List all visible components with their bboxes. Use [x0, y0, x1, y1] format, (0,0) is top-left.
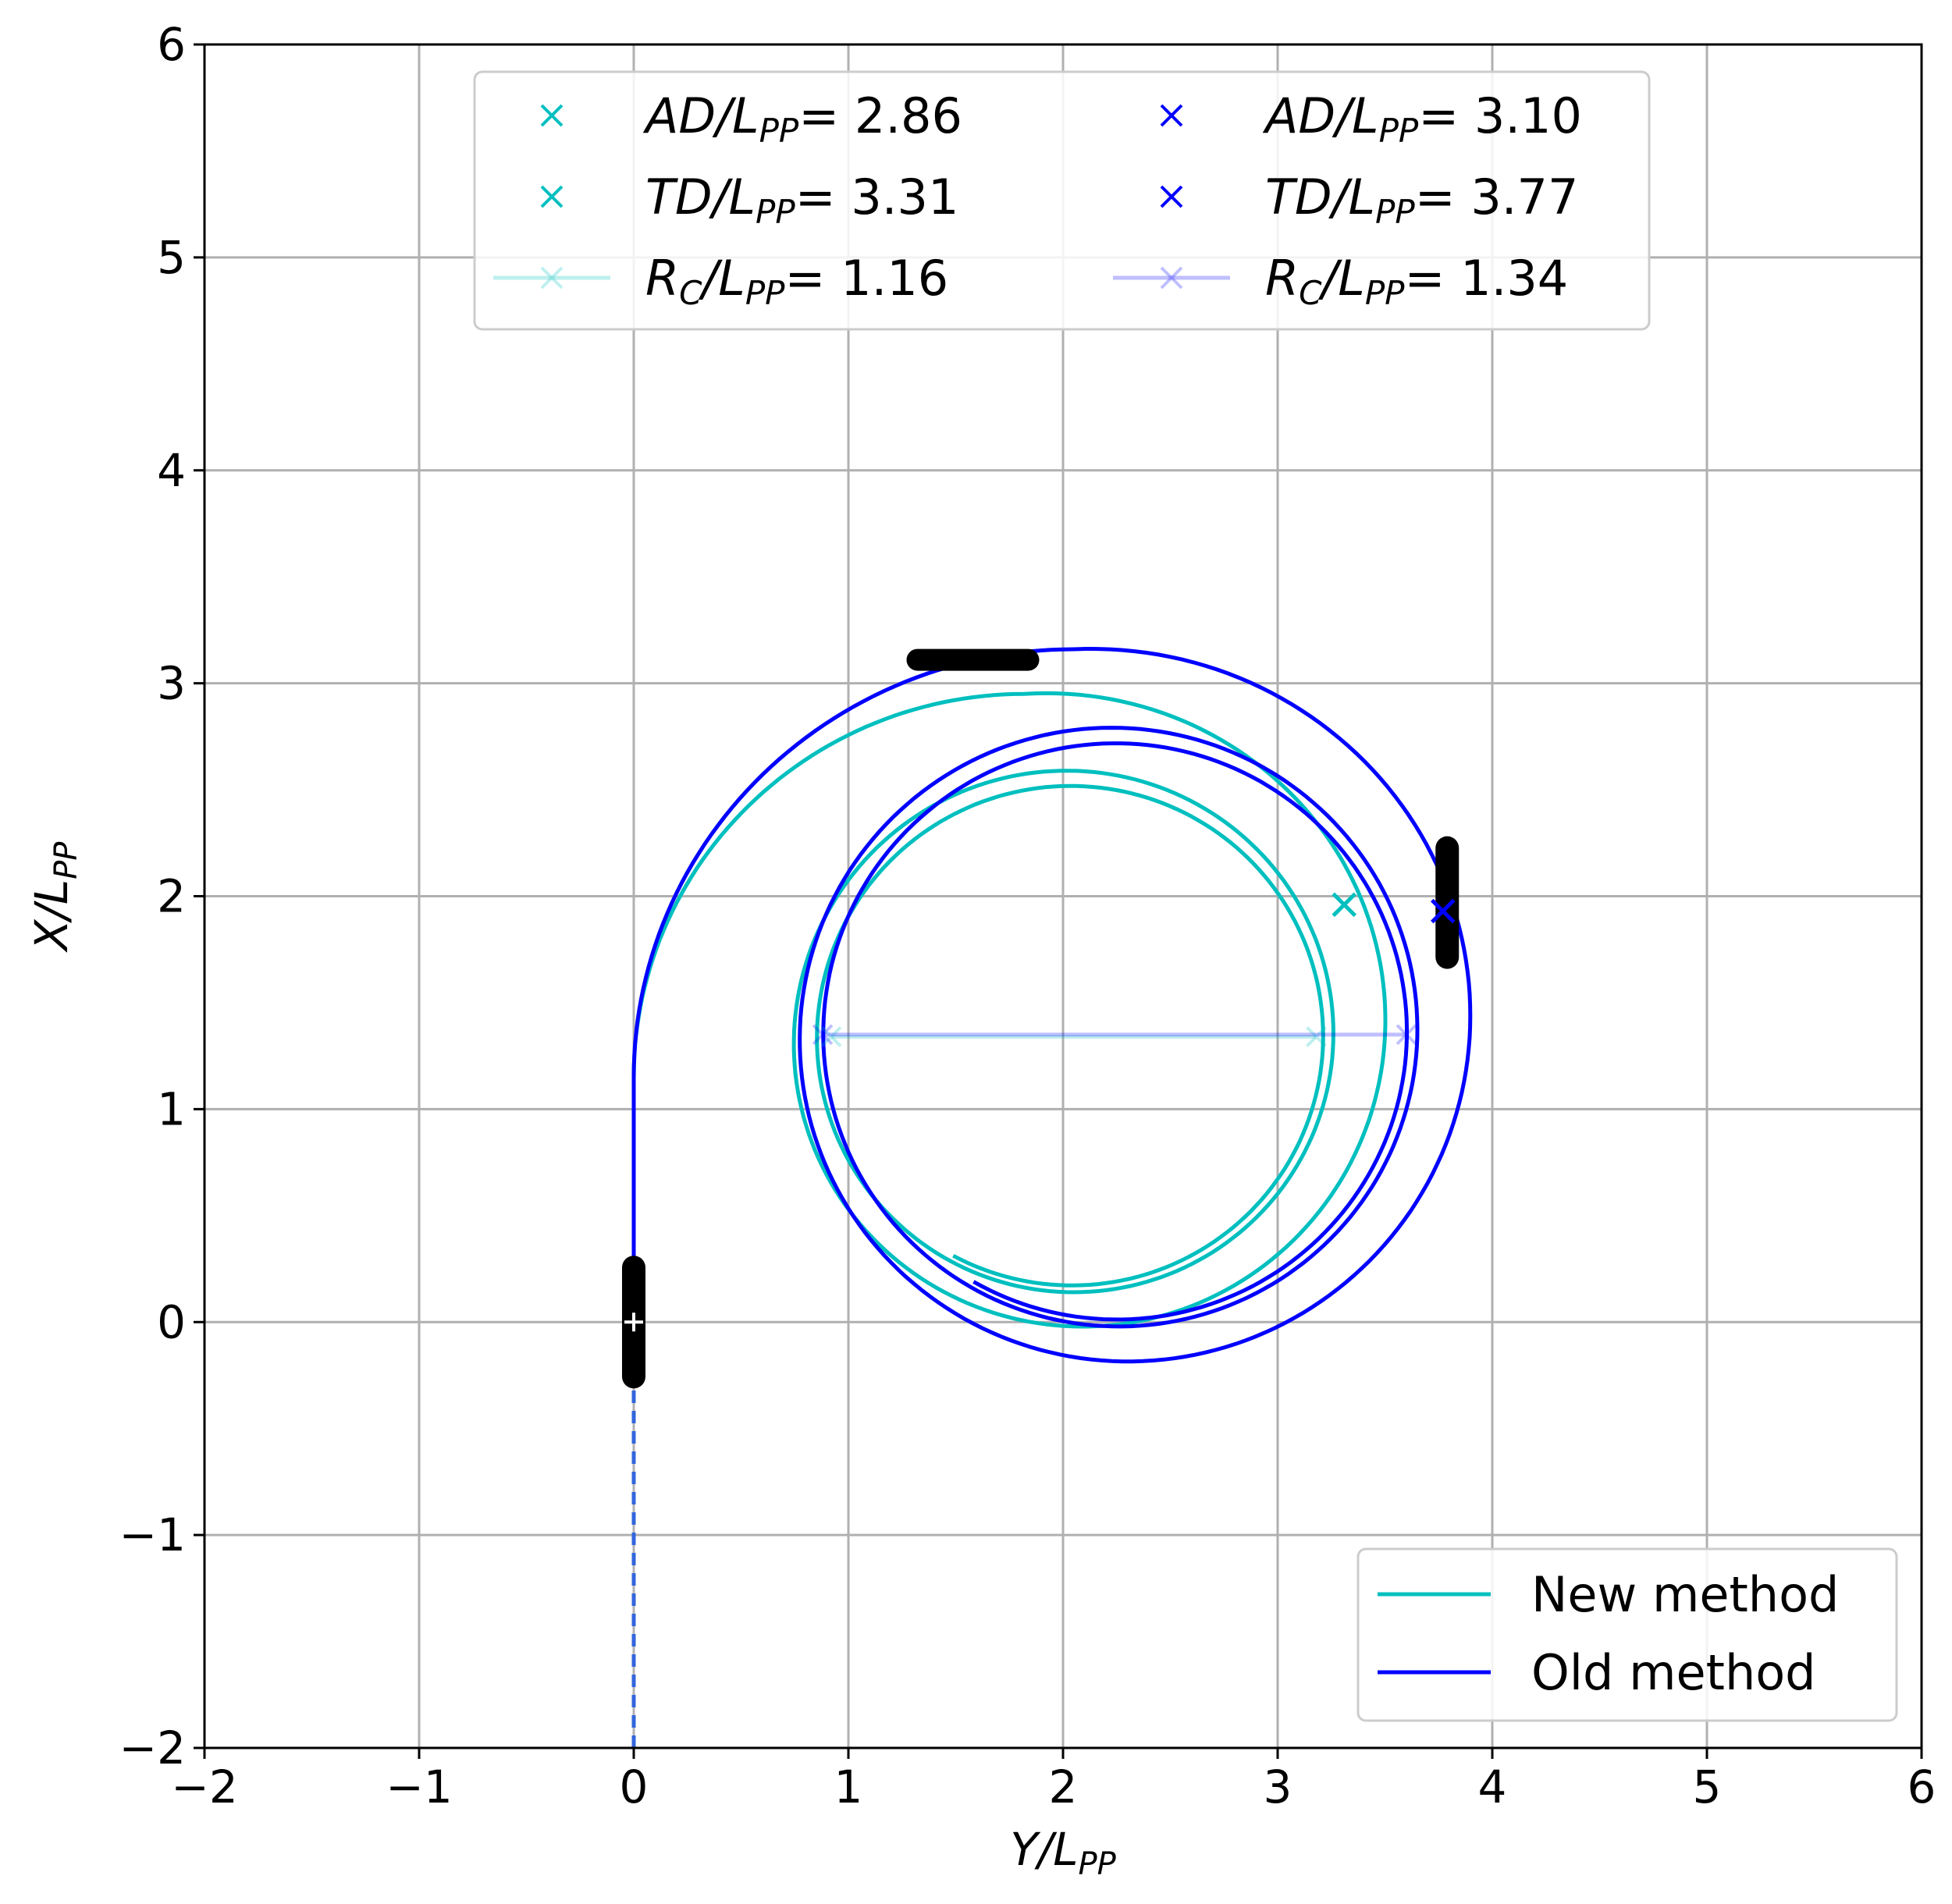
diameter-endpoint-marker: [1306, 1026, 1327, 1048]
y-tick-label: −2: [119, 1721, 187, 1774]
ship-silhouette: [906, 648, 1040, 671]
y-tick-label: 2: [157, 870, 186, 923]
x-tick-label: 5: [1693, 1760, 1722, 1813]
origin-marker: [624, 1313, 643, 1332]
legend-entry-label: RC/LPP= 1.16: [645, 250, 948, 312]
legend-marker: [1160, 185, 1183, 208]
y-tick-label: 3: [157, 657, 186, 710]
y-tick-label: 6: [157, 18, 186, 71]
marks-layer: [622, 648, 1460, 1389]
y-tick-label: 0: [157, 1295, 186, 1348]
diameter-endpoint-marker: [820, 1026, 842, 1048]
td-marker: [1332, 892, 1357, 918]
x-tick-label: 6: [1908, 1760, 1936, 1813]
x-axis-label: Y/LPP: [1010, 1823, 1116, 1882]
legend-top: AD/LPP= 2.86 TD/LPP= 3.31 RC/LPP= 1.16 AD/L…: [473, 70, 1651, 331]
axis-labels: Y/LPP X/LPP: [25, 841, 1117, 1882]
axis-ticks: −2 −1 0 1 2 3 4 5 6 −2 −1 0 1 2 3 4 5 6: [119, 18, 1936, 1813]
legend-entry-label: Old method: [1531, 1644, 1816, 1701]
legend-entry-label: AD/LPP= 3.10: [1262, 87, 1582, 150]
series-layer: [631, 646, 1473, 1748]
legend-marker: [540, 266, 564, 290]
x-tick-label: 0: [620, 1760, 649, 1813]
series-line-old-method: [631, 646, 1473, 1364]
legend-entry-label: New method: [1531, 1566, 1839, 1623]
x-tick-label: −2: [171, 1760, 238, 1813]
legend-entry-label: TD/LPP= 3.31: [645, 169, 958, 231]
legend-entry-label: TD/LPP= 3.77: [1265, 169, 1578, 231]
legend-entry-label: RC/LPP= 1.34: [1265, 250, 1568, 312]
y-tick-label: 5: [157, 231, 186, 284]
legend-top-box: [473, 70, 1651, 331]
legend-marker: [1160, 104, 1183, 127]
x-tick-label: 1: [834, 1760, 863, 1813]
series-line-new-method: [631, 691, 1388, 1329]
y-tick-label: 1: [157, 1082, 186, 1135]
legend-bottom-box: [1356, 1547, 1898, 1722]
y-tick-label: −1: [119, 1508, 187, 1561]
legend-bottom: New method Old method: [1356, 1547, 1898, 1722]
x-tick-label: 3: [1264, 1760, 1292, 1813]
x-tick-label: 2: [1049, 1760, 1078, 1813]
diameter-endpoint-marker: [812, 1024, 834, 1046]
legend-entry-label: AD/LPP= 2.86: [642, 87, 962, 150]
x-tick-label: 4: [1478, 1760, 1507, 1813]
y-axis-label: X/LPP: [25, 841, 84, 954]
legend-marker: [1160, 266, 1183, 290]
legend-marker: [540, 104, 564, 127]
ship-silhouette: [1435, 836, 1460, 969]
y-tick-label: 4: [157, 444, 186, 497]
x-tick-label: −1: [386, 1760, 453, 1813]
td-marker: [1430, 898, 1456, 924]
legend-marker: [540, 185, 564, 208]
diameter-endpoint-marker: [1396, 1024, 1417, 1046]
